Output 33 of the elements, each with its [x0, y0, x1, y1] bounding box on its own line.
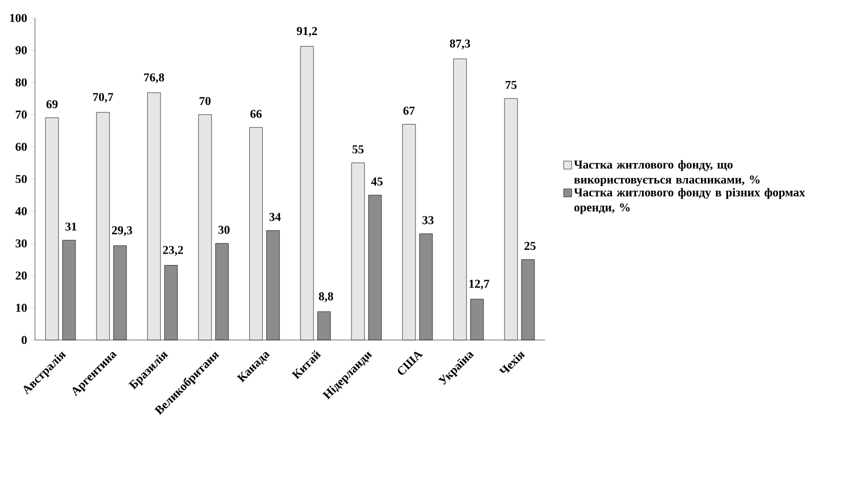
data-label: 31 [65, 222, 76, 231]
data-label: 66 [250, 110, 262, 118]
legend-label: Частка житлового фонду в різних формах оренди, % [574, 188, 806, 214]
data-label: 70 [200, 96, 211, 106]
data-label: 69 [46, 100, 58, 108]
y-tick-label: 50 [16, 174, 27, 184]
y-tick-label: 70 [16, 110, 27, 119]
data-label: 33 [422, 216, 434, 224]
data-label: 45 [371, 178, 383, 186]
data-label: 91,2 [296, 26, 317, 37]
data-label: 70,7 [93, 92, 114, 103]
data-label: 23,2 [163, 246, 183, 256]
data-label: 76,8 [144, 73, 164, 84]
y-tick-label: 90 [16, 46, 27, 54]
data-label: 67 [403, 106, 415, 115]
data-label: 29,3 [112, 226, 132, 236]
y-tick-label: 80 [16, 78, 27, 86]
data-label: 8,8 [318, 292, 334, 302]
data-label: 87,3 [450, 40, 470, 50]
data-label: 55 [352, 145, 364, 154]
data-label: 75 [506, 80, 517, 89]
data-label: 12,7 [469, 280, 490, 290]
data-label: 30 [218, 226, 230, 234]
legend-label: Частка житлового фонду, що використовується власниками, % [574, 160, 760, 186]
data-label: 25 [524, 242, 536, 250]
y-tick-label: 30 [16, 239, 27, 248]
y-tick-label: 20 [16, 272, 27, 280]
y-tick-label: 0 [22, 336, 27, 344]
y-tick-label: 10 [16, 304, 27, 312]
y-tick-label: 60 [16, 142, 27, 151]
y-tick-label: 100 [10, 14, 27, 22]
data-label: 34 [269, 212, 281, 221]
y-tick-label: 40 [15, 207, 27, 216]
